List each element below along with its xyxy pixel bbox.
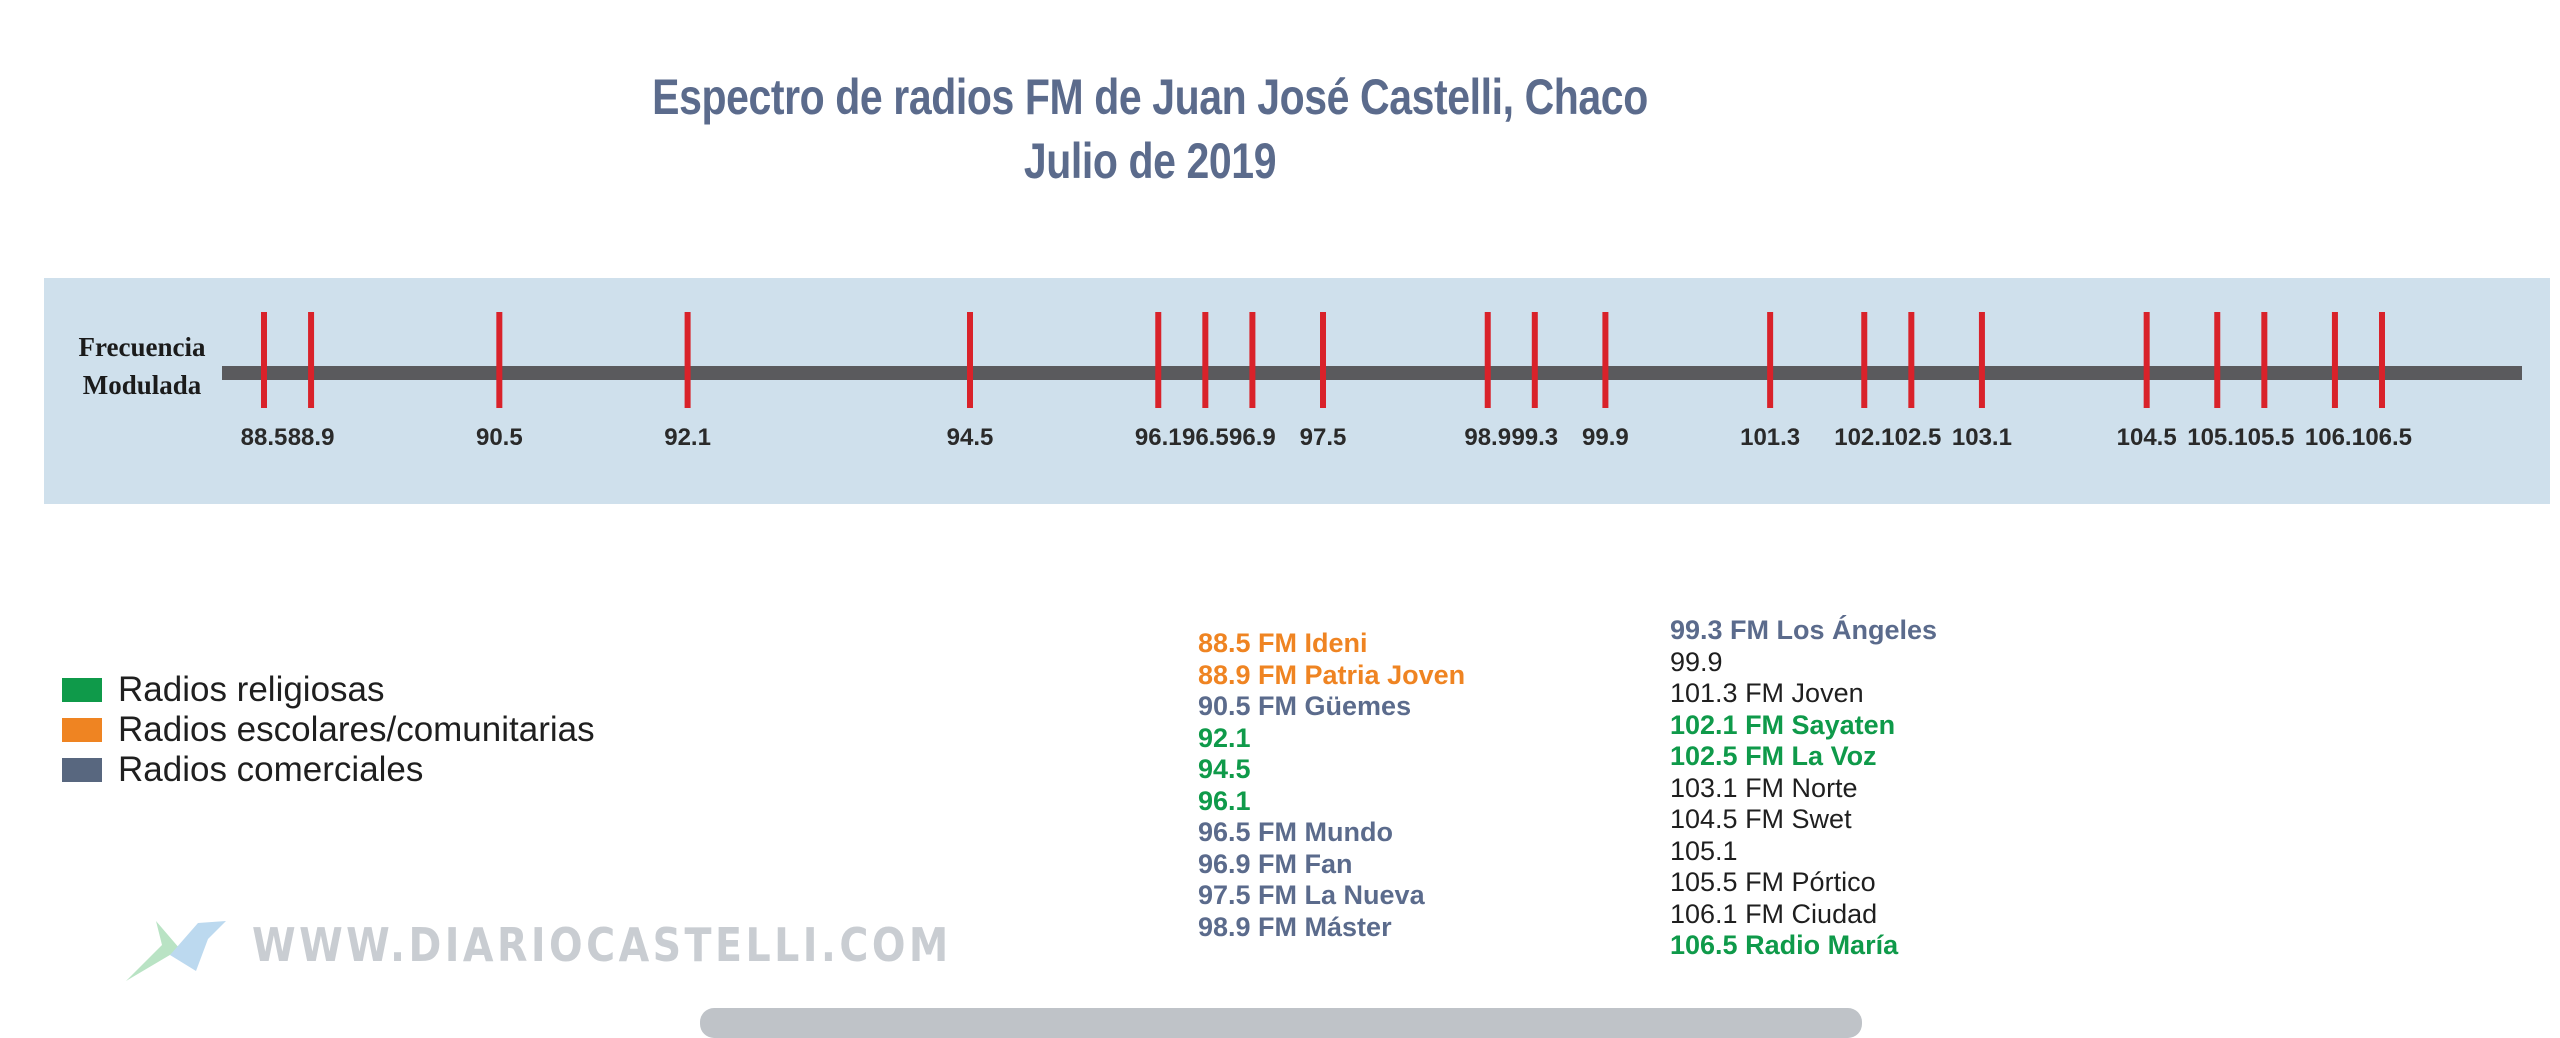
frequency-markers <box>261 312 2385 408</box>
station-item: 98.9 FM Máster <box>1198 911 1392 942</box>
frequency-tick-label: 88.9 <box>288 424 335 451</box>
legend-label-religious: Radios religiosas <box>118 670 385 709</box>
station-list-left: 88.5 FM Ideni 88.9 FM Patria Joven 90.5 FM… <box>1198 628 1465 943</box>
frequency-marker <box>1202 312 1209 408</box>
station-item: 103.1 FM Norte <box>1670 772 1858 803</box>
chart-title: Espectro de radios FM de Juan José Caste… <box>652 69 1648 125</box>
frequency-tick-label: 88.5 <box>241 424 288 451</box>
frequency-marker <box>1602 312 1609 408</box>
legend-item-religious: Radios religiosas <box>62 670 595 710</box>
frequency-marker <box>1861 312 1868 408</box>
frequency-tick-label: 105.5 <box>2234 424 2294 451</box>
frequency-marker <box>1767 312 1774 408</box>
chart-subtitle: Julio de 2019 <box>1023 133 1277 189</box>
frequency-tick-label: 99.3 <box>1511 424 1558 451</box>
station-item: 106.5 Radio María <box>1670 930 1899 960</box>
frequency-axis-chart: 88.5 88.9 90.5 92.1 94.5 96.1 96.5 96.9 97.5 98.9… <box>222 312 2522 451</box>
frequency-marker <box>2143 312 2150 408</box>
frequency-tick-label: 103.1 <box>1952 424 2012 451</box>
station-item: 92.1 <box>1198 722 1251 753</box>
station-item: 105.1 <box>1670 835 1738 866</box>
frequency-tick-label: 101.3 <box>1740 424 1800 451</box>
frequency-marker <box>1531 312 1538 408</box>
frequency-tick-label: 92.1 <box>664 424 711 451</box>
frequency-tick-label: 105.1 <box>2187 424 2247 451</box>
station-list-right: 99.3 FM Los Ángeles 99.9 101.3 FM Joven 102… <box>1670 615 1937 962</box>
legend-item-commercial: Radios comerciales <box>62 750 595 790</box>
frequency-tick-label: 106.5 <box>2352 424 2412 451</box>
station-item: 90.5 FM Güemes <box>1198 691 1412 721</box>
frequency-marker <box>1155 312 1162 408</box>
frequency-marker <box>2214 312 2221 408</box>
frequency-tick-labels: 88.5 88.9 90.5 92.1 94.5 96.1 96.5 96.9 97.5 98.9… <box>241 424 2412 451</box>
frequency-marker <box>1908 312 1915 408</box>
frequency-tick-label: 96.5 <box>1182 424 1229 451</box>
frequency-marker <box>261 312 267 408</box>
frequency-marker <box>2379 312 2385 408</box>
frequency-tick-label: 102.5 <box>1881 424 1941 451</box>
frequency-tick-label: 106.1 <box>2305 424 2365 451</box>
station-item: 96.1 <box>1198 785 1251 816</box>
legend-item-community: Radios escolares/comunitarias <box>62 710 595 750</box>
legend-swatch-religious <box>62 678 102 702</box>
frequency-marker <box>684 312 691 408</box>
legend-swatch-commercial <box>62 758 102 782</box>
frequency-marker <box>2331 312 2338 408</box>
legend: Radios religiosas Radios escolares/comun… <box>62 670 595 790</box>
station-item: 101.3 FM Joven <box>1670 678 1864 708</box>
spectrum-band <box>44 278 2550 504</box>
frequency-tick-label: 97.5 <box>1300 424 1347 451</box>
station-item: 102.1 FM Sayaten <box>1670 709 1896 740</box>
legend-label-commercial: Radios comerciales <box>118 750 424 789</box>
legend-swatch-community <box>62 718 102 742</box>
station-item: 97.5 FM La Nueva <box>1198 880 1425 910</box>
axis-line <box>222 366 2522 380</box>
frequency-marker <box>496 312 503 408</box>
frequency-marker <box>1484 312 1491 408</box>
frequency-tick-label: 102.1 <box>1834 424 1894 451</box>
frequency-tick-label: 98.9 <box>1464 424 1511 451</box>
station-item: 88.5 FM Ideni <box>1198 628 1368 658</box>
axis-label: Frecuencia Modulada <box>78 332 206 400</box>
frequency-tick-label: 96.9 <box>1229 424 1276 451</box>
station-item: 94.5 <box>1198 754 1251 784</box>
watermark-url: WWW.DIARIOCASTELLI.COM <box>252 918 952 972</box>
frequency-marker <box>967 312 973 408</box>
station-item: 99.9 <box>1670 646 1723 677</box>
station-item: 104.5 FM Swet <box>1670 804 1852 834</box>
station-item: 106.1 FM Ciudad <box>1670 898 1878 929</box>
station-item: 96.9 FM Fan <box>1198 848 1353 879</box>
frequency-marker <box>2261 312 2268 408</box>
frequency-tick-label: 96.1 <box>1135 424 1182 451</box>
legend-label-community: Radios escolares/comunitarias <box>118 710 595 749</box>
frequency-tick-label: 99.9 <box>1582 424 1629 451</box>
frequency-marker <box>1249 312 1256 408</box>
frequency-marker <box>1978 312 1985 408</box>
station-item: 102.5 FM La Voz <box>1670 741 1877 771</box>
frequency-marker <box>1320 312 1326 408</box>
frequency-tick-label: 90.5 <box>476 424 523 451</box>
station-item: 96.5 FM Mundo <box>1198 817 1393 847</box>
frequency-marker <box>308 312 315 408</box>
bird-logo-icon <box>126 921 226 981</box>
frequency-tick-label: 94.5 <box>947 424 994 451</box>
station-item: 105.5 FM Pórtico <box>1670 867 1876 897</box>
station-item: 99.3 FM Los Ángeles <box>1670 615 1938 645</box>
station-item: 88.9 FM Patria Joven <box>1198 659 1466 690</box>
frequency-tick-label: 104.5 <box>2117 424 2177 451</box>
bottom-bar <box>700 1008 1862 1038</box>
